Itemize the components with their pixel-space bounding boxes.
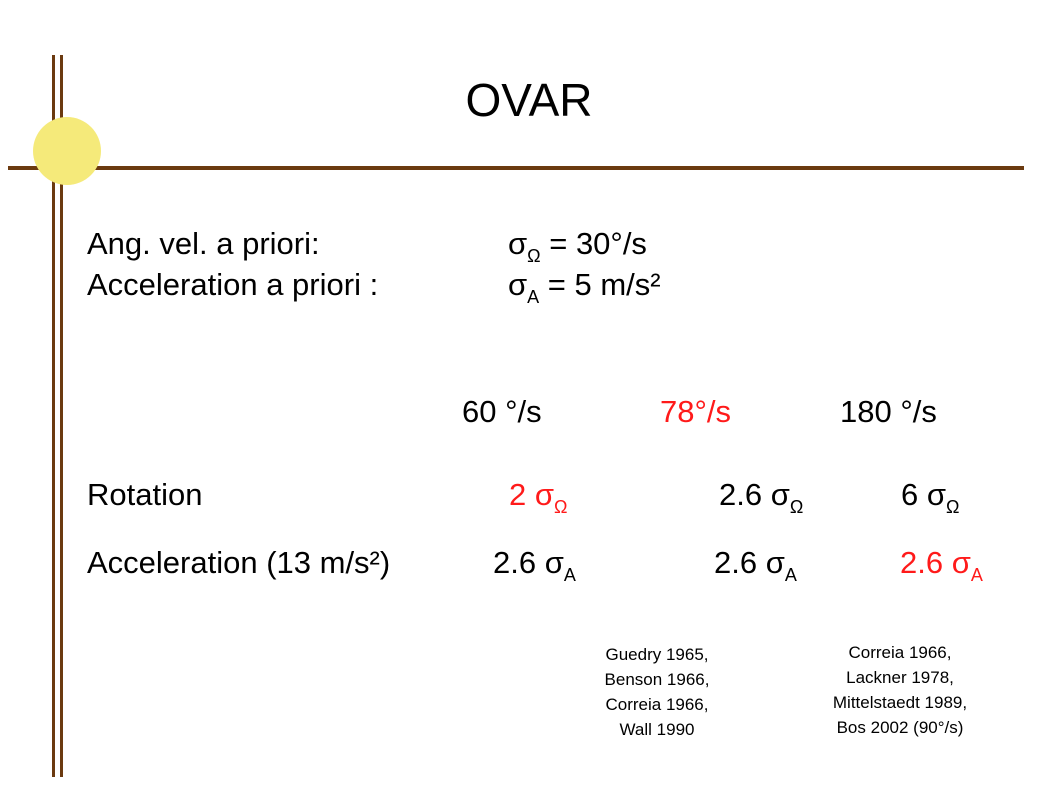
acceleration-value-180: 2.6 σA xyxy=(900,545,983,584)
rotation-value-60-sub: Ω xyxy=(554,497,568,517)
acc-sigma: σ xyxy=(508,267,528,302)
reference-line: Bos 2002 (90°/s) xyxy=(836,718,964,737)
acc-sigma-subscript: A xyxy=(527,287,540,307)
acceleration-value-78: 2.6 σA xyxy=(714,545,797,584)
speed-header-180: 180 °/s xyxy=(840,394,937,429)
rotation-value-78: 2.6 σΩ xyxy=(719,477,803,516)
references-left: Guedry 1965, Benson 1966, Correia 1966, … xyxy=(547,642,767,742)
frame-vertical-line-right xyxy=(60,55,63,777)
rotation-value-78-sub: Ω xyxy=(789,497,804,517)
reference-line: Benson 1966, xyxy=(604,670,710,689)
decorative-circle xyxy=(33,117,101,185)
acceleration-value-180-sub: A xyxy=(970,565,983,585)
reference-line: Lackner 1978, xyxy=(846,668,954,687)
speed-header-60: 60 °/s xyxy=(462,394,542,429)
acceleration-value-60: 2.6 σA xyxy=(493,545,576,584)
acceleration-value-60-sub: A xyxy=(563,565,576,585)
speed-header-78: 78°/s xyxy=(660,394,731,429)
acc-prior-label: Acceleration a priori : xyxy=(87,267,379,302)
rotation-value-180: 6 σΩ xyxy=(901,477,959,516)
reference-line: Correia 1966, xyxy=(848,643,952,662)
references-right: Correia 1966, Lackner 1978, Mittelstaedt… xyxy=(790,640,1010,740)
rotation-value-78-num: 2.6 σ xyxy=(719,477,790,512)
ang-vel-prior-label: Ang. vel. a priori: xyxy=(87,226,320,261)
acceleration-value-60-num: 2.6 σ xyxy=(493,545,564,580)
reference-line: Wall 1990 xyxy=(619,720,695,739)
acc-prior-value: σA = 5 m/s² xyxy=(508,267,661,306)
acceleration-value-78-num: 2.6 σ xyxy=(714,545,785,580)
rotation-value-180-sub: Ω xyxy=(946,497,960,517)
ang-vel-prior-value: σΩ = 30°/s xyxy=(508,226,647,265)
acceleration-value-180-num: 2.6 σ xyxy=(900,545,971,580)
frame-horizontal-line xyxy=(8,166,1024,170)
rotation-value-60-num: 2 σ xyxy=(509,477,554,512)
rotation-label: Rotation xyxy=(87,477,203,512)
slide-title: OVAR xyxy=(465,74,593,126)
acceleration-label: Acceleration (13 m/s²) xyxy=(87,545,391,580)
ang-vel-sigma: σ xyxy=(508,226,528,261)
acc-value-text: = 5 m/s² xyxy=(539,267,661,302)
reference-line: Mittelstaedt 1989, xyxy=(832,693,968,712)
rotation-value-180-num: 6 σ xyxy=(901,477,946,512)
ang-vel-value-text: = 30°/s xyxy=(540,226,647,261)
ang-vel-sigma-subscript: Ω xyxy=(527,246,541,266)
rotation-value-60: 2 σΩ xyxy=(509,477,567,516)
reference-line: Correia 1966, xyxy=(605,695,709,714)
acceleration-value-78-sub: A xyxy=(784,565,797,585)
frame-vertical-line-left xyxy=(52,55,55,777)
reference-line: Guedry 1965, xyxy=(605,645,709,664)
